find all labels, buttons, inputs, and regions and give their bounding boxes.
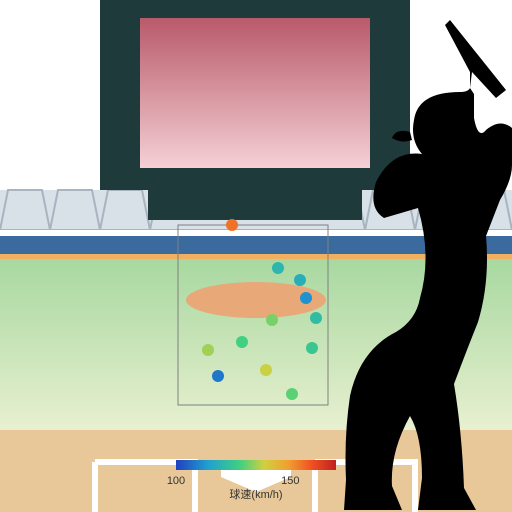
pitch-marker — [306, 342, 318, 354]
colorbar-tick: 150 — [281, 475, 299, 487]
pitch-marker — [294, 274, 306, 286]
colorbar-tick: 100 — [167, 475, 185, 487]
colorbar-label: 球速(km/h) — [229, 487, 282, 501]
pitch-marker — [286, 388, 298, 400]
pitch-marker — [226, 219, 238, 231]
pitch-marker — [310, 312, 322, 324]
speed-colorbar — [176, 460, 336, 470]
pitch-marker — [272, 262, 284, 274]
pitch-marker — [236, 336, 248, 348]
pitch-marker — [202, 344, 214, 356]
pitch-location-chart: 100 150球速(km/h) — [0, 0, 512, 512]
pitch-marker — [260, 364, 272, 376]
pitch-marker — [266, 314, 278, 326]
pitch-marker — [300, 292, 312, 304]
scoreboard-panel — [140, 18, 370, 168]
pitch-marker — [212, 370, 224, 382]
